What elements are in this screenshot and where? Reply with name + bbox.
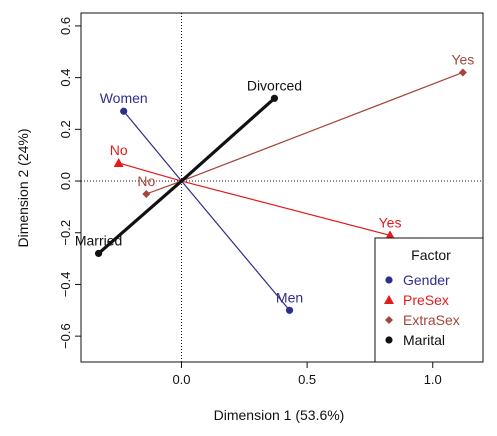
y-tick-label: 0.2: [58, 120, 73, 138]
marital-point-label: Divorced: [247, 77, 302, 93]
gender-point: [120, 108, 127, 115]
extrasex-line: [182, 72, 463, 181]
x-tick-label: 0.0: [172, 372, 190, 387]
marital-point: [271, 95, 278, 102]
gender-line: [182, 181, 290, 310]
x-axis-label: Dimension 1 (53.6%): [214, 407, 345, 423]
gender-line: [124, 111, 182, 181]
y-axis-label: Dimension 2 (24%): [15, 128, 31, 247]
y-tick-label: −0.4: [58, 272, 73, 298]
x-tick-label: 1.0: [424, 372, 442, 387]
presex-point-label: No: [110, 142, 128, 158]
legend-marker-gender: [385, 276, 392, 283]
presex-point: [114, 158, 124, 167]
marital-point: [95, 250, 102, 257]
legend-label-gender: Gender: [403, 272, 450, 288]
marital-line: [182, 98, 275, 181]
y-tick-label: 0.4: [58, 69, 73, 87]
legend-marker-marital: [385, 336, 392, 343]
gender-point-label: Men: [276, 289, 303, 305]
legend-label-presex: PreSex: [403, 292, 449, 308]
extrasex-point: [142, 190, 150, 198]
presex-line: [182, 181, 391, 235]
marital-point-label: Married: [75, 232, 122, 248]
extrasex-point-label: Yes: [451, 51, 474, 67]
presex-point-label: Yes: [379, 214, 402, 230]
y-tick-label: 0.6: [58, 17, 73, 35]
extrasex-point-label: No: [137, 173, 155, 189]
y-tick-label: 0.0: [58, 172, 73, 190]
legend-label-marital: Marital: [403, 332, 445, 348]
gender-point-label: Women: [100, 90, 148, 106]
extrasex-point: [459, 68, 467, 76]
gender-point: [286, 307, 293, 314]
y-tick-label: −0.2: [58, 220, 73, 246]
legend-title: Factor: [411, 247, 451, 263]
legend-label-extrasex: ExtraSex: [403, 312, 460, 328]
legend: Factor Gender PreSex ExtraSex Marital: [375, 238, 483, 362]
y-tick-label: −0.6: [58, 323, 73, 349]
x-tick-label: 0.5: [298, 372, 316, 387]
